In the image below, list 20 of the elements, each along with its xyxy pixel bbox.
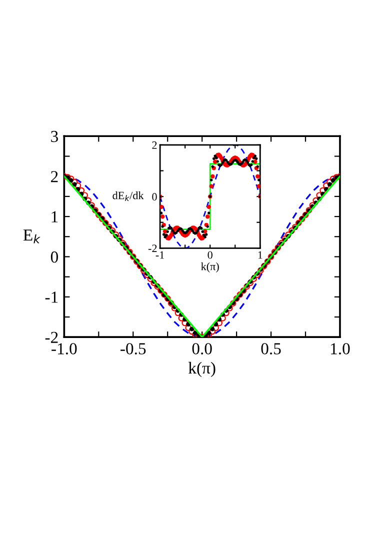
line-series (160, 144, 260, 248)
y-axis-title: E$_{k}$ (23, 230, 40, 244)
x-tick-label: 0.5 (261, 343, 281, 354)
x-tick-label: 0.0 (192, 343, 212, 354)
x-tick-label: -0.5 (120, 343, 146, 354)
x-axis-title: k(π) (201, 262, 219, 272)
y-tick-label: 0 (152, 193, 157, 201)
x-axis-title: k(π) (188, 362, 216, 378)
y-tick-label: 1 (52, 211, 58, 222)
y-tick-label: 2 (51, 171, 58, 182)
y-tick-label: 2 (152, 141, 157, 149)
y-tick-label: -2 (45, 332, 58, 343)
y-tick-label: 3 (51, 130, 58, 142)
x-tick-label: 1 (258, 251, 262, 259)
y-axis-title: dE$_{k}$/dk (112, 191, 144, 201)
x-tick-label: 1.0 (331, 343, 350, 354)
y-tick-label: -1 (45, 292, 58, 303)
x-tick-label: -1.0 (52, 343, 77, 354)
x-tick-label: 0 (208, 251, 212, 259)
y-tick-label: -2 (148, 244, 157, 252)
